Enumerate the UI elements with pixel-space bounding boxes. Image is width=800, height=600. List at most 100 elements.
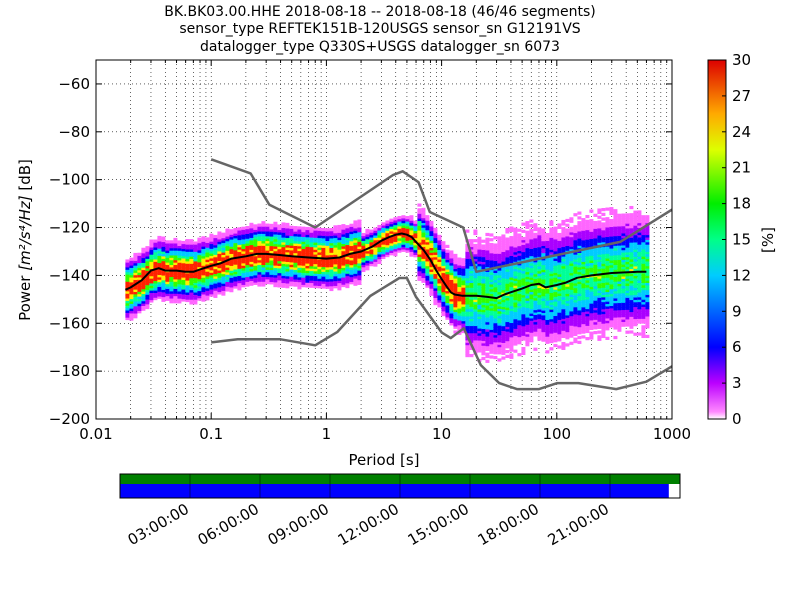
heatmap-cell [569, 217, 574, 221]
heatmap-cell [601, 251, 606, 255]
heatmap-cell [501, 339, 506, 343]
heatmap-cell [645, 243, 650, 248]
heatmap-cell [485, 321, 490, 325]
heatmap-cell [261, 269, 266, 273]
heatmap-cell [201, 298, 206, 302]
heatmap-cell [137, 281, 142, 285]
heatmap-cell [629, 306, 634, 310]
heatmap-cell [617, 285, 622, 289]
heatmap-cell [525, 307, 530, 311]
heatmap-cell [589, 307, 594, 311]
heatmap-cell [369, 248, 374, 252]
heatmap-cell [581, 287, 586, 291]
heatmap-cell [445, 292, 450, 296]
heatmap-cell [601, 231, 606, 236]
heatmap-cell [529, 241, 534, 245]
heatmap-cell [449, 255, 454, 259]
heatmap-cell [237, 268, 242, 272]
heatmap-cell [329, 285, 334, 289]
heatmap-cell [477, 303, 482, 308]
heatmap-cell [205, 254, 210, 258]
heatmap-cell [473, 337, 478, 341]
heatmap-cell [161, 238, 166, 243]
heatmap-cell [317, 266, 322, 270]
heatmap-cell [573, 263, 578, 267]
heatmap-cell [609, 238, 614, 242]
heatmap-cell [617, 314, 622, 318]
heatmap-cell [153, 261, 158, 265]
heatmap-cell [545, 300, 550, 304]
heatmap-cell [465, 315, 470, 319]
heatmap-cell [613, 211, 618, 215]
heatmap-cell [365, 243, 370, 247]
heatmap-cell [421, 262, 426, 267]
heatmap-cell [565, 269, 570, 273]
heatmap-cell [405, 247, 410, 251]
heatmap-cell [469, 330, 474, 334]
heatmap-cell [353, 261, 358, 265]
heatmap-cell [505, 278, 510, 282]
heatmap-cell [261, 273, 266, 277]
heatmap-cell [133, 315, 138, 319]
heatmap-cell [497, 324, 502, 329]
heatmap-cell [205, 273, 210, 277]
heatmap-cell [561, 241, 566, 245]
heatmap-cell [565, 283, 570, 287]
heatmap-cell [149, 296, 154, 301]
low-noise-model-line [211, 276, 672, 391]
heatmap-cell [129, 317, 134, 321]
heatmap-cell [597, 230, 602, 234]
heatmap-cell [165, 254, 170, 258]
heatmap-cell [553, 312, 558, 317]
heatmap-cell [569, 269, 574, 274]
heatmap-cell [401, 234, 406, 238]
heatmap-cell [529, 334, 534, 338]
heatmap-cell [553, 281, 558, 285]
heatmap-cell [641, 229, 646, 233]
heatmap-cell [317, 234, 322, 239]
heatmap-cell [357, 257, 362, 262]
heatmap-cell [521, 337, 526, 341]
heatmap-cell [249, 258, 254, 262]
heatmap-cell [645, 318, 650, 322]
heatmap-cell [173, 278, 178, 282]
heatmap-cell [561, 277, 566, 281]
heatmap-cell [333, 225, 338, 229]
heatmap-cell [549, 239, 554, 243]
heatmap-cell [425, 258, 430, 262]
heatmap-cell [621, 309, 626, 313]
heatmap-cell [437, 285, 442, 289]
heatmap-cell [493, 339, 498, 343]
heatmap-cell [357, 265, 362, 269]
heatmap-cell [509, 236, 514, 240]
heatmap-cell [441, 245, 446, 250]
heatmap-cell [165, 242, 170, 246]
heatmap-cell [541, 317, 546, 321]
heatmap-cell [521, 315, 526, 320]
heatmap-cell [557, 297, 562, 301]
heatmap-cell [545, 331, 550, 335]
heatmap-cell [613, 300, 618, 304]
heatmap-cell [613, 316, 618, 321]
heatmap-cell [425, 224, 430, 228]
heatmap-cell [625, 287, 630, 291]
heatmap-cell [557, 276, 562, 280]
heatmap-cell [337, 272, 342, 276]
heatmap-cell [233, 259, 238, 263]
heatmap-cell [525, 230, 530, 234]
figure-title-line-2: sensor_type REFTEK151B-120USGS sensor_sn… [179, 21, 580, 37]
heatmap-cell [545, 278, 550, 282]
heatmap-cell [473, 322, 478, 327]
heatmap-cell [389, 240, 394, 244]
heatmap-cell [645, 274, 650, 279]
heatmap-cell [469, 243, 474, 248]
heatmap-cell [553, 291, 558, 295]
heatmap-cell [581, 328, 586, 332]
heatmap-cell [493, 276, 498, 281]
heatmap-cell [393, 250, 398, 254]
heatmap-cell [261, 254, 266, 258]
heatmap-cell [609, 274, 614, 278]
heatmap-cell [197, 266, 202, 270]
heatmap-cell [249, 277, 254, 282]
heatmap-cell [337, 241, 342, 245]
